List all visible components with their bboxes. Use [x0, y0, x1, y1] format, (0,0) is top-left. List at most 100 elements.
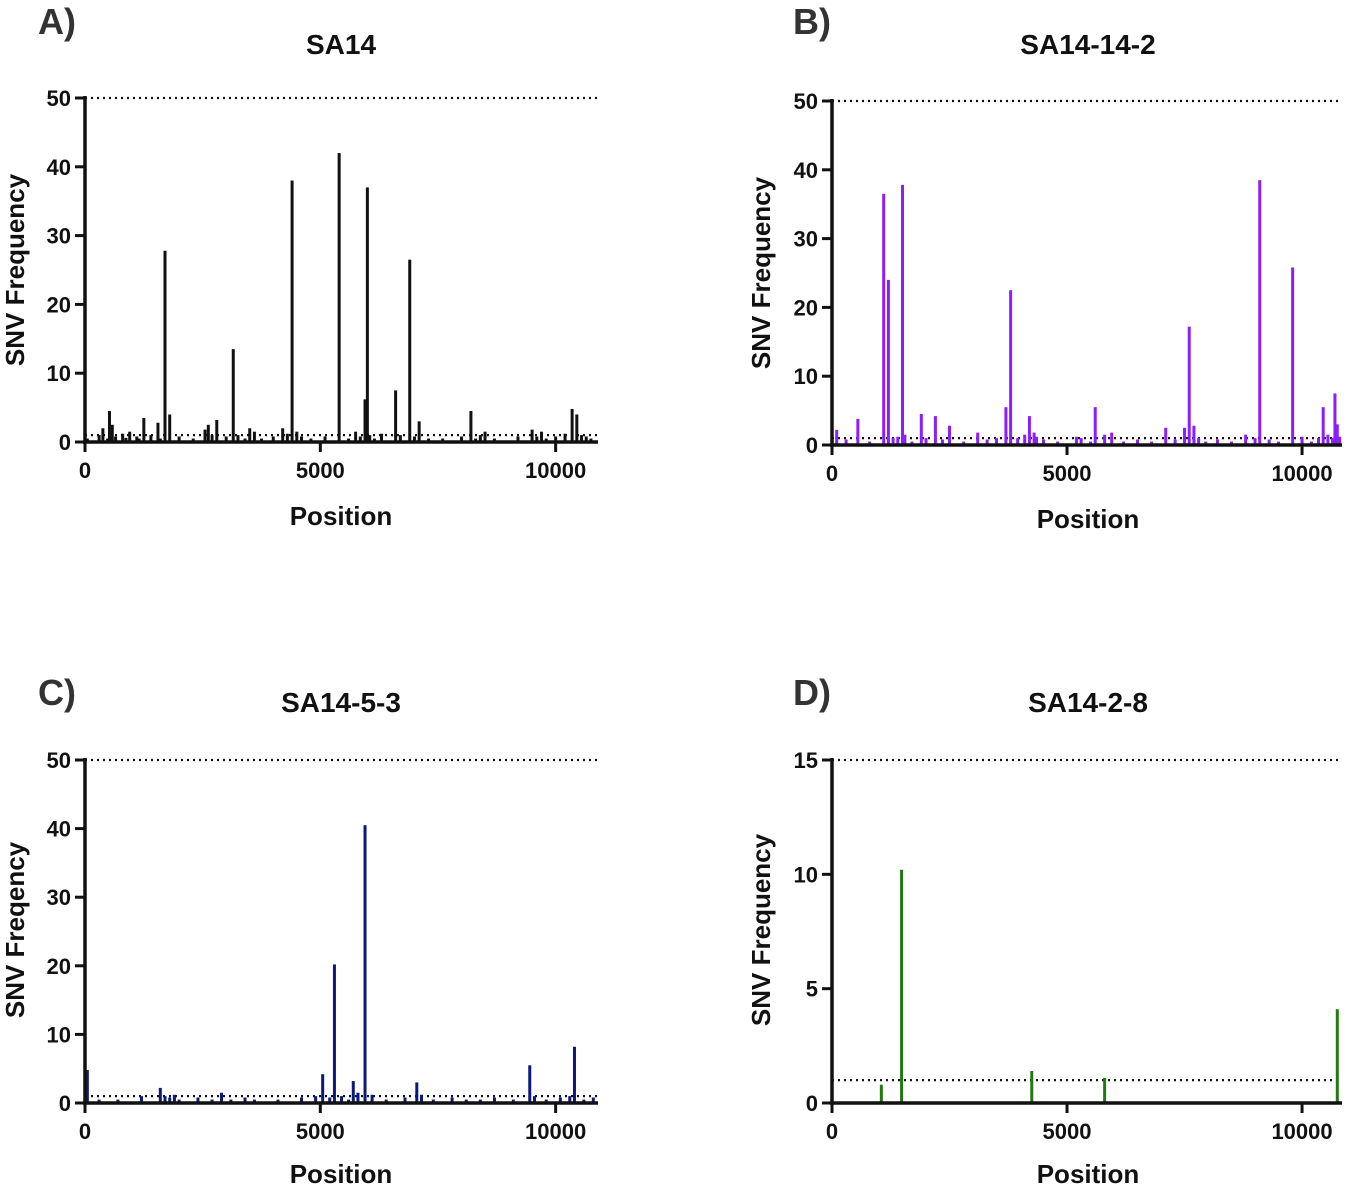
panel-b-bar [948, 425, 952, 445]
panel-b-y-tick-label: 0 [806, 433, 818, 458]
panel-c-bar [363, 825, 367, 1103]
panel-b-bar [924, 438, 928, 445]
panel-c-bar [558, 1097, 562, 1103]
panel-b-bar [1215, 439, 1219, 445]
panel-d-bar [1335, 1009, 1339, 1103]
panel-b-marks: 0 10 20 30 40 50 0 5000 10000 [794, 89, 1342, 486]
panel-c-bar [370, 1094, 374, 1103]
panel-d-title: SA14-2-8 [1028, 687, 1148, 718]
panel-a-bar [290, 180, 294, 442]
panel-c-bar [172, 1094, 176, 1103]
panel-b-bar [1335, 424, 1339, 445]
panel-b-y-tick-label: 30 [794, 227, 818, 252]
panel-a-bar [215, 419, 219, 442]
panel-c-ylabel: SNV Freqency [0, 841, 30, 1018]
panel-d-bar [1103, 1077, 1107, 1103]
panel-a-bar [580, 435, 584, 442]
panel-b-bar [1042, 439, 1046, 445]
panel-b-y-tick-label: 40 [794, 158, 818, 183]
panel-b-bar [856, 418, 860, 445]
panel-a-y-tick-label: 20 [47, 292, 71, 317]
panel-c-bar [168, 1097, 172, 1103]
panel-b-bar [1023, 434, 1027, 445]
panel-a-bar [563, 433, 567, 442]
panel-b-bar [1034, 436, 1038, 445]
panel-b-bar [1004, 407, 1008, 445]
panel-b-bar [1187, 326, 1191, 445]
panel-b-bar [1110, 432, 1114, 445]
panel-c-bar [243, 1097, 247, 1103]
panel-b: B) SA14-14-2 Position SNV Frequency 0 10 2… [746, 1, 1342, 534]
panel-a-bar [110, 424, 114, 442]
panel-a-bar [97, 435, 101, 442]
panel-d-bar [879, 1084, 883, 1103]
panel-d-letter: D) [793, 672, 831, 713]
panel-a-bar [554, 436, 558, 442]
panel-a-bar [149, 435, 153, 442]
panel-c-bar [532, 1096, 536, 1103]
panel-b-bar [1032, 432, 1036, 445]
panel-c-bar [492, 1097, 496, 1103]
panel-a-bar [128, 431, 132, 442]
panel-a-bar [121, 433, 125, 442]
panel-b-letter: B) [793, 1, 831, 42]
panel-b-bar [1267, 439, 1271, 445]
panel-b-bar [1173, 439, 1177, 445]
panel-a-bar [299, 436, 303, 442]
panel-c-bar [420, 1094, 424, 1103]
panel-a-bar [323, 436, 327, 442]
panel-b-bar [1258, 180, 1262, 445]
panel-d-y-tick-label: 0 [806, 1091, 818, 1116]
panel-d-bar [1030, 1070, 1034, 1103]
panel-a-bar [203, 429, 207, 442]
panel-c-bar [332, 964, 336, 1103]
panel-c-y-tick-label: 20 [47, 954, 71, 979]
panel-d-x-tick-label: 5000 [1043, 1119, 1092, 1144]
panel-b-bar [835, 429, 839, 445]
panel-b-bar [901, 184, 905, 445]
panel-b-bar [1183, 427, 1187, 445]
panel-c-bar [591, 1097, 595, 1103]
panel-d-xlabel: Position [1037, 1159, 1140, 1187]
panel-b-bar [891, 438, 895, 445]
panel-a-y-tick-label: 0 [59, 430, 71, 455]
panel-b-bar [1244, 434, 1248, 445]
panel-a-bar [358, 436, 362, 442]
panel-c-bar [314, 1096, 318, 1103]
panel-a-bar [281, 428, 285, 442]
panel-c-bar [328, 1097, 332, 1103]
panel-d-ylabel: SNV Frequency [746, 833, 776, 1026]
panel-b-bar [882, 193, 886, 445]
panel-a-bar [210, 435, 214, 442]
panel-a-bar [478, 435, 482, 442]
panel-b-bar [844, 439, 848, 445]
panel-d-y-tick-label: 10 [794, 862, 818, 887]
panel-b-y-tick-label: 50 [794, 89, 818, 114]
panel-d-y-tick-label: 5 [806, 977, 818, 1002]
panel-c-y-tick-label: 30 [47, 885, 71, 910]
panel-c-bar [415, 1082, 419, 1103]
panel-a-bar [535, 436, 539, 442]
panel-c-bar [196, 1097, 200, 1103]
panel-c-bar [356, 1092, 360, 1103]
panel-b-x-tick-label: 0 [826, 461, 838, 486]
panel-a-bar [417, 421, 421, 442]
panel-d: D) SA14-2-8 Position SNV Frequency 0 5 10 1… [746, 672, 1342, 1187]
panel-b-bar [976, 432, 980, 445]
panel-c-y-tick-label: 0 [59, 1091, 71, 1116]
panel-a-bar [398, 435, 402, 442]
panel-c-bar [572, 1046, 576, 1103]
panel-a-bar [142, 417, 146, 442]
panel-b-y-tick-label: 10 [794, 364, 818, 389]
panel-c-bar [299, 1097, 303, 1103]
panel-a-xlabel: Position [290, 501, 393, 531]
panel-c-x-tick-label: 0 [79, 1119, 91, 1144]
panel-a-bar [124, 437, 128, 442]
panel-b-ylabel: SNV Frequency [746, 176, 776, 369]
panel-b-x-tick-label: 10000 [1271, 461, 1332, 486]
panel-c-bar [351, 1081, 355, 1103]
panel-a-bar [107, 411, 111, 442]
panel-b-bar [933, 416, 937, 445]
panel-c-bar [163, 1096, 167, 1103]
